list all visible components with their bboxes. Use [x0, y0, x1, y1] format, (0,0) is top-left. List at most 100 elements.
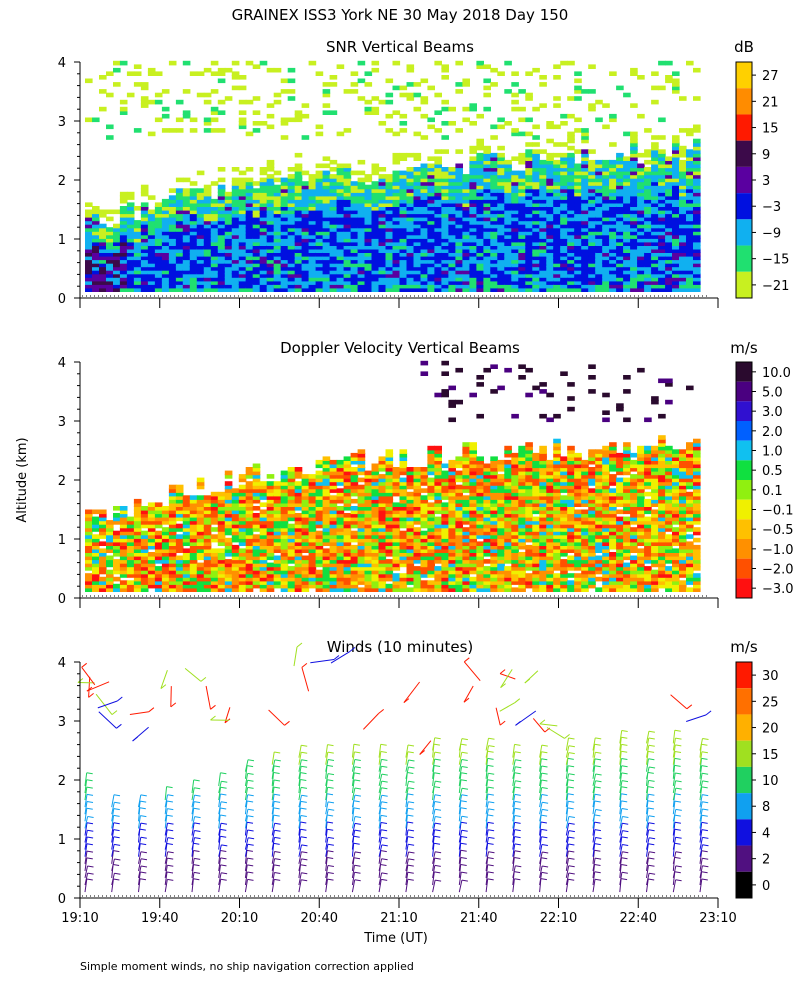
- heatmap-cell: [372, 164, 380, 169]
- heatmap-cell: [295, 164, 303, 169]
- heatmap-cell: [560, 142, 568, 147]
- heatmap-cell: [267, 563, 275, 568]
- heatmap-cell: [637, 114, 645, 119]
- heatmap-cell: [148, 100, 156, 105]
- heatmap-cell: [518, 153, 526, 158]
- heatmap-cell: [567, 61, 575, 66]
- heatmap-cell: [260, 178, 268, 183]
- heatmap-cell: [532, 135, 540, 140]
- heatmap-cell: [183, 188, 191, 193]
- heatmap-cell: [239, 474, 247, 479]
- heatmap-cell: [190, 495, 198, 500]
- heatmap-cell: [225, 471, 233, 476]
- heatmap-cell: [414, 153, 422, 158]
- heatmap-cell: [574, 149, 582, 154]
- heatmap-cell: [434, 149, 442, 154]
- heatmap-cell: [120, 192, 128, 197]
- heatmap-cell: [421, 114, 429, 119]
- heatmap-cell: [337, 506, 345, 511]
- heatmap-cell: [672, 79, 680, 84]
- heatmap-cell: [372, 68, 380, 73]
- heatmap-cell: [393, 110, 401, 115]
- heatmap-cell: [204, 495, 212, 500]
- heatmap-cell: [127, 93, 135, 98]
- heatmap-cell: [162, 114, 170, 119]
- heatmap-cell: [427, 446, 435, 451]
- heatmap-cell: [400, 128, 408, 133]
- heatmap-cell: [351, 467, 359, 472]
- heatmap-cell: [358, 485, 366, 490]
- heatmap-cell: [679, 146, 687, 151]
- heatmap-cell: [525, 149, 533, 154]
- heatmap-cell: [302, 135, 310, 140]
- heatmap-cell: [274, 100, 282, 105]
- heatmap-cell: [400, 153, 408, 158]
- heatmap-cell: [211, 527, 219, 532]
- heatmap-cell: [323, 456, 331, 461]
- heatmap-cell: [532, 68, 540, 73]
- heatmap-cell: [434, 393, 442, 398]
- heatmap-cell: [92, 510, 100, 515]
- heatmap-cell: [365, 471, 373, 476]
- heatmap-cell: [421, 495, 429, 500]
- heatmap-cell: [393, 153, 401, 158]
- heatmap-cell: [197, 478, 205, 483]
- heatmap-cell: [155, 202, 163, 207]
- heatmap-cell: [421, 371, 429, 376]
- heatmap-cell: [609, 114, 617, 119]
- heatmap-cell: [253, 110, 261, 115]
- heatmap-cell: [379, 167, 387, 172]
- heatmap-cell: [225, 481, 233, 486]
- heatmap-cell: [462, 79, 470, 84]
- heatmap-cell: [644, 167, 652, 172]
- heatmap-cell: [358, 449, 366, 454]
- heatmap-cell: [553, 153, 561, 158]
- heatmap-cell: [239, 118, 247, 123]
- heatmap-cell: [155, 93, 163, 98]
- heatmap-cell: [421, 79, 429, 84]
- heatmap-cell: [616, 153, 624, 158]
- heatmap-cell: [183, 178, 191, 183]
- heatmap-cell: [441, 389, 449, 394]
- heatmap-cell: [85, 573, 93, 578]
- heatmap-cell: [386, 128, 394, 133]
- heatmap-cell: [316, 171, 324, 176]
- heatmap-cell: [309, 61, 317, 66]
- heatmap-cell: [162, 506, 170, 511]
- heatmap-cell: [141, 185, 149, 190]
- heatmap-cell: [407, 93, 415, 98]
- heatmap-cell: [525, 142, 533, 147]
- heatmap-cell: [197, 495, 205, 500]
- heatmap-cell: [253, 121, 261, 126]
- heatmap-cell: [483, 86, 491, 91]
- heatmap-cell: [323, 548, 331, 553]
- heatmap-cell: [148, 502, 156, 507]
- heatmap-cell: [679, 160, 687, 165]
- heatmap-cell: [288, 524, 296, 529]
- heatmap-cell: [351, 82, 359, 87]
- heatmap-cell: [204, 68, 212, 73]
- heatmap-cell: [148, 195, 156, 200]
- heatmap-cell: [553, 96, 561, 101]
- heatmap-cell: [511, 93, 519, 98]
- heatmap-cell: [267, 474, 275, 479]
- heatmap-cell: [295, 481, 303, 486]
- heatmap-cell: [211, 89, 219, 94]
- colorbar-label: 3: [762, 174, 770, 189]
- colorbar-label: −21: [762, 279, 789, 294]
- heatmap-cell: [120, 61, 128, 66]
- heatmap-cell: [323, 156, 331, 161]
- heatmap-cell: [427, 86, 435, 91]
- heatmap-cell: [372, 464, 380, 469]
- heatmap-cell: [204, 128, 212, 133]
- heatmap-cell: [441, 464, 449, 469]
- heatmap-cell: [281, 178, 289, 183]
- heatmap-cell: [197, 71, 205, 76]
- heatmap-cell: [176, 485, 184, 490]
- heatmap-cell: [113, 82, 121, 87]
- heatmap-cell: [113, 224, 121, 229]
- heatmap-cell: [574, 86, 582, 91]
- heatmap-cell: [414, 167, 422, 172]
- heatmap-cell: [434, 517, 442, 522]
- heatmap-cell: [155, 71, 163, 76]
